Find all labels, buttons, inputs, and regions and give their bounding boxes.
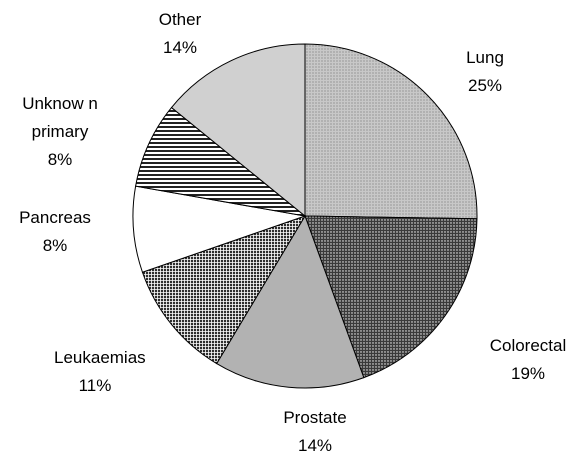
pie-slice [141, 215, 307, 365]
category-name: Pancreas [19, 208, 91, 227]
slice-label: Unknow n primary 8% [19, 90, 101, 174]
slice-label: Lung 25% [444, 44, 526, 100]
value-label: 8% [47, 150, 73, 169]
pie-slice [215, 214, 365, 389]
category-name: Prostate [283, 408, 347, 427]
value-label: 14% [162, 38, 198, 57]
value-label: 8% [42, 236, 68, 255]
slice-label: Prostate 14% [274, 404, 356, 455]
pie-slice [304, 43, 478, 220]
value-label: 25% [467, 76, 503, 95]
slice-label: Other 14% [139, 6, 221, 62]
value-label: 14% [297, 436, 333, 455]
category-name: Other [158, 10, 202, 29]
category-name: Unknow n primary [22, 94, 98, 141]
category-name: Lung [466, 48, 504, 67]
category-name: Leukaemias [54, 348, 146, 367]
slice-label: Pancreas 8% [14, 204, 96, 260]
category-name: Colorectal [489, 336, 567, 355]
value-label: 19% [510, 364, 546, 383]
value-label: 11% [78, 376, 112, 395]
pie-slice [170, 43, 306, 218]
slice-label: Leukaemias 11% [54, 344, 146, 400]
pie-slice [304, 215, 478, 379]
slice-label: Colorectal 19% [487, 332, 569, 388]
